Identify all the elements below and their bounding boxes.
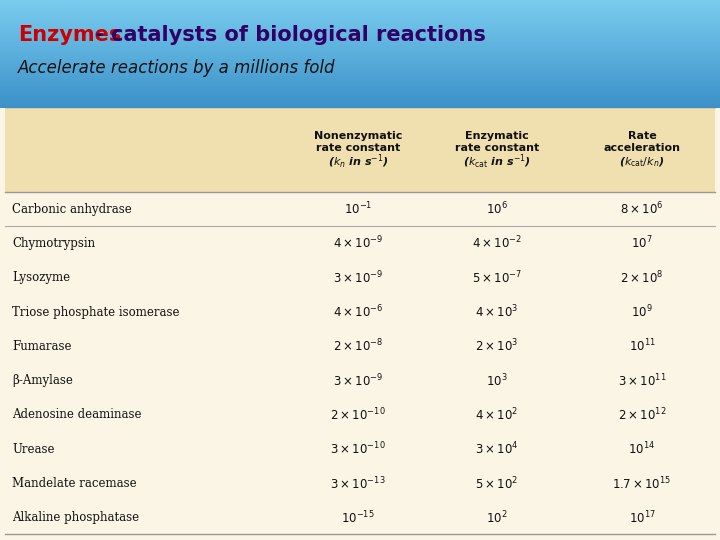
- Bar: [5, 108, 715, 192]
- Text: $5 \times 10^{2}$: $5 \times 10^{2}$: [475, 475, 518, 492]
- Text: ($k_{\rm cat}/k_n$): ($k_{\rm cat}/k_n$): [619, 155, 665, 169]
- Text: $1.7 \times 10^{15}$: $1.7 \times 10^{15}$: [613, 475, 672, 492]
- Text: $2 \times 10^{3}$: $2 \times 10^{3}$: [475, 338, 518, 355]
- Text: rate constant: rate constant: [316, 143, 400, 153]
- Text: Carbonic anhydrase: Carbonic anhydrase: [12, 202, 132, 215]
- Text: ($k_{\rm cat}$ in s$^{-1}$): ($k_{\rm cat}$ in s$^{-1}$): [463, 153, 531, 171]
- Text: Triose phosphate isomerase: Triose phosphate isomerase: [12, 306, 179, 319]
- Text: Fumarase: Fumarase: [12, 340, 71, 353]
- Text: $4 \times 10^{2}$: $4 \times 10^{2}$: [475, 407, 518, 423]
- Bar: [0, 108, 720, 540]
- Text: $3 \times 10^{4}$: $3 \times 10^{4}$: [475, 441, 519, 457]
- Text: Enzymatic: Enzymatic: [465, 131, 529, 141]
- Text: $8 \times 10^{6}$: $8 \times 10^{6}$: [620, 201, 664, 218]
- Text: $3 \times 10^{-10}$: $3 \times 10^{-10}$: [330, 441, 386, 457]
- Text: acceleration: acceleration: [603, 143, 680, 153]
- Text: $10^{11}$: $10^{11}$: [629, 338, 655, 355]
- Text: Rate: Rate: [628, 131, 657, 141]
- Text: $2 \times 10^{-8}$: $2 \times 10^{-8}$: [333, 338, 383, 355]
- Text: $10^{2}$: $10^{2}$: [486, 510, 508, 526]
- Text: $10^{9}$: $10^{9}$: [631, 303, 653, 320]
- Text: - catalysts of biological reactions: - catalysts of biological reactions: [88, 25, 486, 45]
- Text: $2 \times 10^{-10}$: $2 \times 10^{-10}$: [330, 407, 386, 423]
- Text: $4 \times 10^{-9}$: $4 \times 10^{-9}$: [333, 235, 383, 252]
- Text: $10^{-1}$: $10^{-1}$: [343, 201, 372, 218]
- Text: $4 \times 10^{-2}$: $4 \times 10^{-2}$: [472, 235, 522, 252]
- Text: $10^{14}$: $10^{14}$: [629, 441, 655, 457]
- Text: $10^{17}$: $10^{17}$: [629, 510, 655, 526]
- Text: $10^{3}$: $10^{3}$: [486, 373, 508, 389]
- Text: $3 \times 10^{-9}$: $3 \times 10^{-9}$: [333, 373, 383, 389]
- Text: ($k_n$ in s$^{-1}$): ($k_n$ in s$^{-1}$): [328, 153, 388, 171]
- Text: $4 \times 10^{3}$: $4 \times 10^{3}$: [475, 303, 518, 320]
- Text: $3 \times 10^{-13}$: $3 \times 10^{-13}$: [330, 475, 386, 492]
- Text: $5 \times 10^{-7}$: $5 \times 10^{-7}$: [472, 269, 522, 286]
- Text: $3 \times 10^{11}$: $3 \times 10^{11}$: [618, 373, 666, 389]
- Text: $10^{7}$: $10^{7}$: [631, 235, 653, 252]
- Text: $3 \times 10^{-9}$: $3 \times 10^{-9}$: [333, 269, 383, 286]
- Text: Urease: Urease: [12, 443, 55, 456]
- Text: Mandelate racemase: Mandelate racemase: [12, 477, 137, 490]
- Text: $2 \times 10^{8}$: $2 \times 10^{8}$: [620, 269, 664, 286]
- Text: Lysozyme: Lysozyme: [12, 271, 70, 284]
- Text: Adenosine deaminase: Adenosine deaminase: [12, 408, 142, 421]
- Text: Alkaline phosphatase: Alkaline phosphatase: [12, 511, 139, 524]
- Text: Nonenzymatic: Nonenzymatic: [314, 131, 402, 141]
- Text: $2 \times 10^{12}$: $2 \times 10^{12}$: [618, 407, 666, 423]
- Text: $10^{6}$: $10^{6}$: [486, 201, 508, 218]
- Text: Chymotrypsin: Chymotrypsin: [12, 237, 95, 250]
- Text: $10^{-15}$: $10^{-15}$: [341, 510, 375, 526]
- Text: Accelerate reactions by a millions fold: Accelerate reactions by a millions fold: [18, 59, 336, 77]
- Text: $4 \times 10^{-6}$: $4 \times 10^{-6}$: [333, 303, 383, 320]
- Text: β-Amylase: β-Amylase: [12, 374, 73, 387]
- Text: rate constant: rate constant: [455, 143, 539, 153]
- Text: Enzymes: Enzymes: [18, 25, 122, 45]
